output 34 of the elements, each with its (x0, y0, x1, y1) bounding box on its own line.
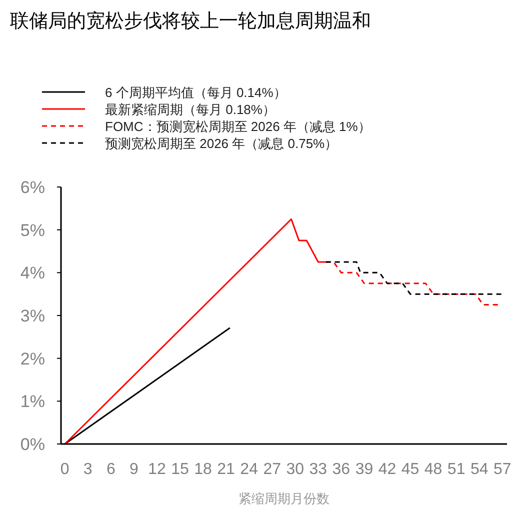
legend-label: 预测宽松周期至 2026 年（减息 0.75%） (105, 136, 338, 151)
x-tick-label: 18 (194, 461, 212, 478)
x-tick-label: 27 (263, 461, 282, 478)
y-tick-label: 0% (20, 435, 45, 454)
y-tick-label: 4% (20, 264, 45, 283)
x-tick-label: 54 (470, 461, 488, 478)
y-tick-label: 1% (20, 392, 45, 412)
x-tick-label: 48 (424, 461, 442, 478)
x-axis-title: 紧缩周期月份数 (238, 491, 330, 506)
x-tick-label: 51 (447, 461, 466, 478)
x-tick-label: 36 (332, 461, 350, 478)
x-tick-label: 39 (355, 461, 374, 478)
x-tick-label: 15 (171, 461, 189, 478)
x-tick-label: 33 (309, 461, 328, 478)
x-tick-label: 12 (148, 461, 166, 478)
x-tick-label: 0 (60, 461, 70, 478)
y-tick-label: 5% (20, 220, 45, 240)
line-series (325, 261, 504, 295)
chart-title: 联储局的宽松步伐将较上一轮加息周期温和 (10, 10, 371, 32)
x-tick-label: 3 (83, 461, 92, 478)
legend-label: 6 个周期平均值（每月 0.14%） (105, 85, 286, 100)
x-tick-label: 9 (129, 461, 138, 478)
legend-label: 最新紧缩周期（每月 0.18%） (105, 102, 276, 117)
legend-label: FOMC：预测宽松周期至 2026 年（减息 1%） (105, 119, 371, 134)
x-tick-label: 24 (240, 461, 258, 478)
x-tick-label: 30 (286, 461, 304, 478)
x-tick-label: 57 (493, 461, 512, 478)
y-tick-label: 2% (20, 349, 45, 368)
x-tick-label: 45 (401, 461, 420, 478)
y-tick-label: 6% (20, 178, 45, 197)
x-tick-label: 42 (378, 461, 396, 478)
y-tick-label: 3% (20, 306, 45, 326)
x-tick-label: 21 (217, 461, 236, 478)
x-tick-label: 6 (106, 461, 116, 478)
